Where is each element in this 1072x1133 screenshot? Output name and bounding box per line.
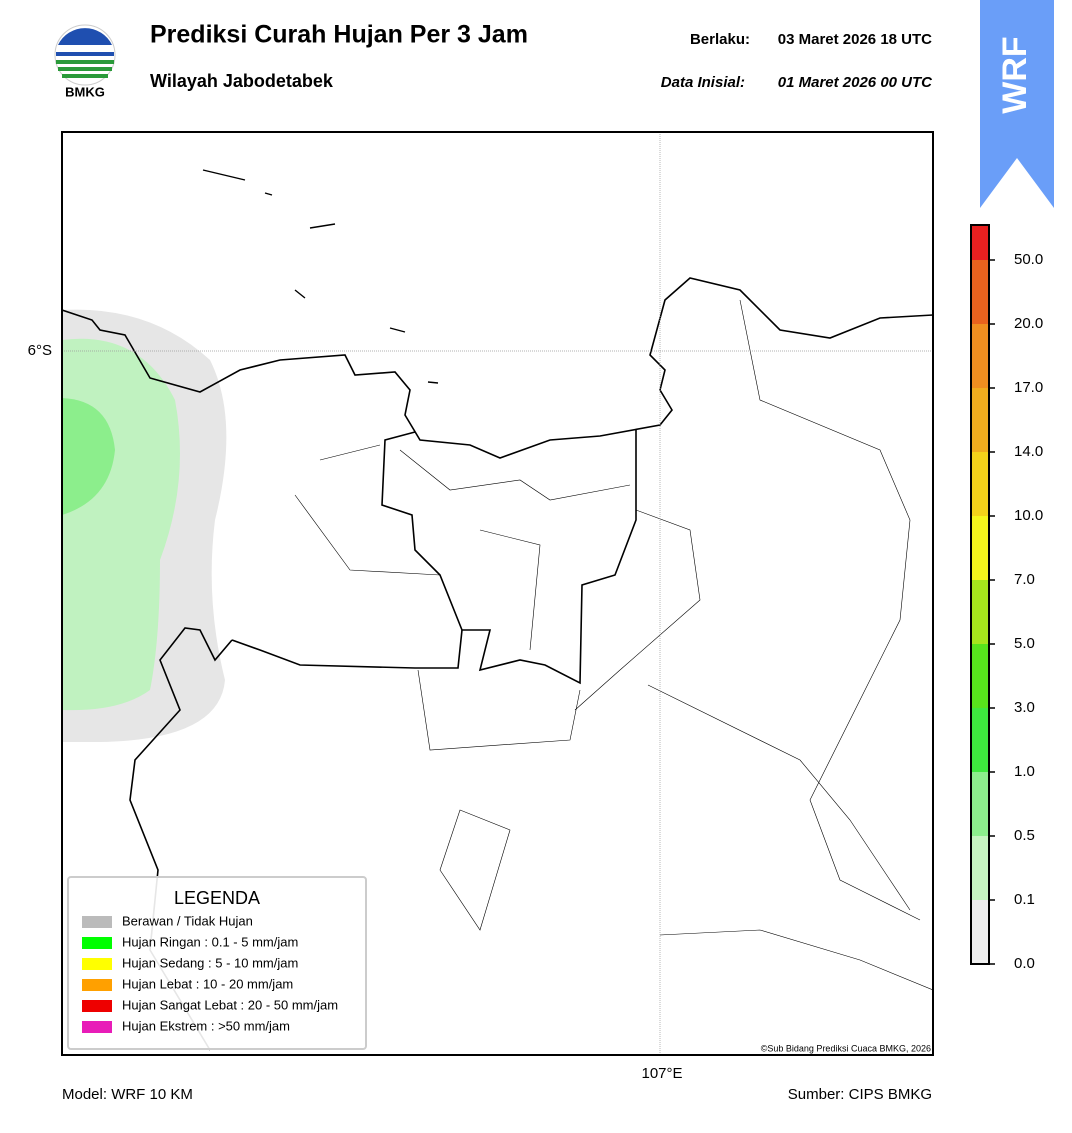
credit: ©Sub Bidang Prediksi Cuaca BMKG, 2026 [761, 1043, 931, 1053]
legend-label: Hujan Sangat Lebat : 20 - 50 mm/jam [122, 997, 338, 1012]
legend-label: Hujan Lebat : 10 - 20 mm/jam [122, 976, 293, 991]
subtitle: Wilayah Jabodetabek [150, 71, 334, 91]
title: Prediksi Curah Hujan Per 3 Jam [150, 21, 528, 49]
colorbar-segment [971, 388, 989, 452]
colorbar-segment [971, 644, 989, 708]
colorbar-tick-label: 17.0 [1014, 379, 1043, 396]
colorbar-tick-label: 14.0 [1014, 443, 1043, 460]
colorbar-segment [971, 452, 989, 516]
colorbar-tick-label: 5.0 [1014, 635, 1035, 652]
colorbar-tick-label: 10.0 [1014, 507, 1043, 524]
legend-label: Hujan Sedang : 5 - 10 mm/jam [122, 955, 298, 970]
legend-swatch [82, 937, 112, 949]
valid-value: 03 Maret 2026 18 UTC [778, 31, 932, 48]
map-frame [61, 131, 934, 1056]
colorbar-segment [971, 708, 989, 772]
colorbar-tick-label: 0.1 [1014, 891, 1035, 908]
footer-model: Model: WRF 10 KM [62, 1086, 193, 1103]
footer-source: Sumber: CIPS BMKG [788, 1086, 932, 1103]
legend-label: Hujan Ekstrem : >50 mm/jam [122, 1018, 290, 1033]
colorbar-tick-label: 20.0 [1014, 315, 1043, 332]
lon-label: 107°E [641, 1065, 682, 1082]
logo-text: BMKG [65, 84, 105, 99]
colorbar-frame [970, 224, 990, 965]
legend-swatch [82, 979, 112, 991]
colorbar-segment [971, 580, 989, 644]
colorbar-tick-label: 7.0 [1014, 571, 1035, 588]
badge-text: WRF [996, 36, 1034, 113]
colorbar-tick-label: 0.5 [1014, 827, 1035, 844]
colorbar-segment [971, 900, 989, 964]
legend-label: Berawan / Tidak Hujan [122, 913, 253, 928]
logo: BMKG [54, 24, 116, 99]
legend-label: Hujan Ringan : 0.1 - 5 mm/jam [122, 934, 298, 949]
colorbar-tick-label: 0.0 [1014, 955, 1035, 972]
legend-swatch [82, 1000, 112, 1012]
lat-label: 6°S [28, 342, 52, 359]
colorbar-segment [971, 772, 989, 836]
valid-label: Berlaku: [690, 31, 750, 48]
badge [980, 0, 1054, 208]
colorbar-segment [971, 260, 989, 324]
colorbar-segment [971, 516, 989, 580]
init-label: Data Inisial: [661, 74, 745, 91]
legend-swatch [82, 916, 112, 928]
legend: LEGENDA Berawan / Tidak Hujan Hujan Ringa… [67, 876, 367, 1050]
init-value: 01 Maret 2026 00 UTC [778, 74, 933, 91]
colorbar-tick-label: 50.0 [1014, 251, 1043, 268]
colorbar-tick-label: 3.0 [1014, 699, 1035, 716]
legend-title: LEGENDA [174, 888, 260, 908]
colorbar: 0.0 0.1 0.5 1.0 3.0 5.0 7.0 10.0 14.0 17.0 20.0 50.… [970, 224, 1043, 972]
legend-swatch [82, 958, 112, 970]
colorbar-segment [971, 324, 989, 388]
colorbar-segment [971, 836, 989, 900]
colorbar-tick-label: 1.0 [1014, 763, 1035, 780]
legend-swatch [82, 1021, 112, 1033]
colorbar-segment [971, 225, 989, 260]
map [62, 132, 933, 1055]
